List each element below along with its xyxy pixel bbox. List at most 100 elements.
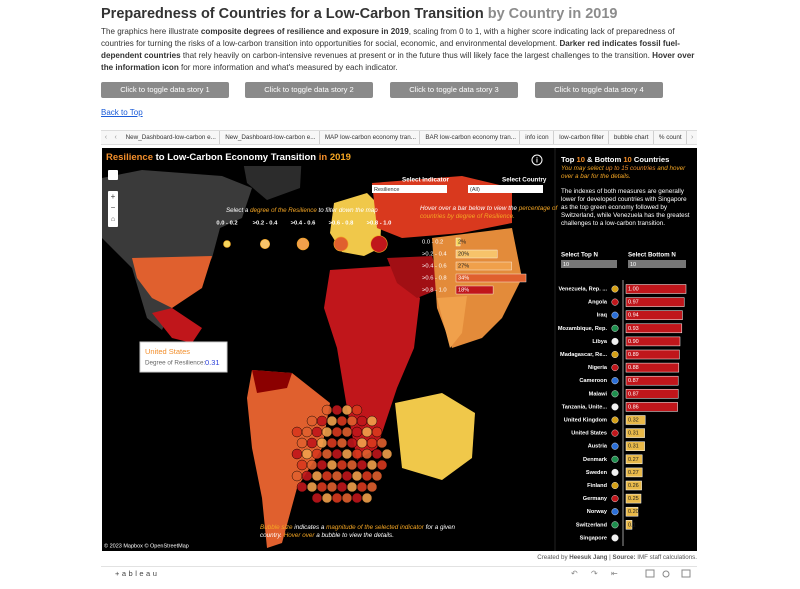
- zoom-home[interactable]: ⌂: [111, 216, 115, 223]
- bubble: [381, 448, 393, 460]
- ranking-bar[interactable]: [625, 402, 678, 412]
- ranking-bar[interactable]: [625, 310, 683, 320]
- ranking-bar[interactable]: [625, 362, 680, 373]
- tab[interactable]: bubble chart: [609, 131, 654, 144]
- ranking-bar[interactable]: [625, 506, 639, 517]
- legend-circle[interactable]: [333, 236, 349, 252]
- story-button[interactable]: Click to toggle data story 3: [390, 82, 518, 98]
- description-segment: , scaling from 0 to 1, with a higher sco…: [101, 27, 675, 48]
- tab-prev[interactable]: ‹: [104, 134, 108, 141]
- ranking-bar[interactable]: [625, 415, 646, 425]
- ranking-bar[interactable]: [625, 336, 681, 347]
- tab[interactable]: % count: [654, 131, 688, 144]
- story-button[interactable]: Click to toggle data story 2: [245, 82, 373, 98]
- bubble: [296, 459, 308, 471]
- tab[interactable]: MAP low-carbon economy tran...: [320, 131, 421, 144]
- dropdown[interactable]: [628, 260, 686, 268]
- page-title: Preparedness of Countries for a Low-Carb…: [101, 6, 617, 22]
- bubble: [326, 415, 338, 427]
- tab[interactable]: New_Dashboard-low-carbon e...: [121, 131, 221, 144]
- ranking-bar[interactable]: [625, 389, 679, 399]
- ranking-bar[interactable]: [625, 349, 680, 360]
- bubble: [356, 437, 368, 449]
- land-middle-east: [387, 256, 442, 298]
- legend-circle[interactable]: [296, 237, 310, 251]
- dropdown[interactable]: [561, 260, 617, 268]
- ranking-bar[interactable]: [625, 493, 642, 504]
- story-button[interactable]: Click to toggle data story 1: [101, 82, 229, 98]
- histogram-bar[interactable]: [455, 285, 494, 295]
- credit-segment: |: [607, 554, 613, 561]
- bubble: [321, 492, 333, 504]
- histogram-bar[interactable]: [455, 249, 498, 259]
- bar-value: 0.27: [628, 470, 639, 476]
- tab[interactable]: New_Dashboard-low-carbon e...: [220, 131, 320, 144]
- share[interactable]: [662, 570, 670, 578]
- tooltip-value: 0.31: [205, 358, 220, 367]
- histogram-bar[interactable]: [455, 261, 512, 271]
- histogram-bar[interactable]: [455, 273, 527, 283]
- dropdown[interactable]: [468, 185, 543, 193]
- ranking-bar[interactable]: [625, 375, 679, 386]
- bubble: [291, 426, 303, 438]
- legend-label: >0.4 - 0.6: [291, 221, 316, 227]
- histogram-bar[interactable]: [455, 237, 461, 247]
- bubble: [296, 481, 308, 493]
- dashboard: + − ⌂ Resilience to Low-Carbon Economy T…: [102, 148, 697, 551]
- flag: [611, 482, 619, 490]
- ranking-bar[interactable]: [625, 284, 687, 294]
- tab[interactable]: BAR low-carbon economy tran...: [420, 131, 521, 144]
- bubble: [376, 459, 388, 471]
- zoom-in[interactable]: +: [111, 192, 116, 201]
- country-label: United Kingdom: [564, 417, 607, 423]
- ranking-bar[interactable]: [625, 480, 642, 491]
- legend-circle[interactable]: [223, 240, 231, 248]
- text-segment: up to 15 countries: [605, 165, 656, 172]
- bubble: [311, 448, 323, 460]
- text-segment: to filter down the map: [317, 207, 378, 214]
- zoom-buttons[interactable]: [108, 191, 118, 227]
- ranking-bar[interactable]: [625, 454, 643, 465]
- histogram-note: Hover over a bar below to view the perce…: [420, 205, 557, 220]
- redo[interactable]: ↷: [591, 569, 598, 578]
- ranking-bar[interactable]: [625, 467, 643, 478]
- dropdown[interactable]: [372, 185, 447, 193]
- ranking-bar[interactable]: [625, 428, 645, 438]
- land-north-america: [102, 170, 252, 330]
- text-segment: in: [319, 152, 328, 163]
- ranking-bar[interactable]: [625, 520, 633, 530]
- bubble: [351, 426, 363, 438]
- country-label: Venezuela, Rep. ...: [559, 286, 608, 292]
- bubble: [301, 426, 313, 438]
- download[interactable]: [645, 569, 655, 578]
- bar-value: 0.90: [628, 339, 639, 345]
- undo[interactable]: ↶: [571, 569, 578, 578]
- info-icon[interactable]: i: [531, 154, 543, 166]
- story-button[interactable]: Click to toggle data story 4: [535, 82, 663, 98]
- country-label: Cameroon: [579, 378, 607, 384]
- zoom-out[interactable]: −: [111, 203, 116, 212]
- tab[interactable]: low-carbon filter: [554, 131, 609, 144]
- tab-prev2[interactable]: ‹: [114, 134, 117, 141]
- tab-next[interactable]: ›: [690, 134, 694, 141]
- search-button[interactable]: [108, 170, 118, 180]
- ranking-bar[interactable]: [625, 441, 645, 451]
- tab-bar: ‹ ‹ New_Dashboard-low-carbon e... New_Das…: [101, 130, 697, 145]
- legend-circle[interactable]: [370, 235, 388, 253]
- ranking-bar[interactable]: [625, 323, 683, 334]
- back-link[interactable]: Back to Top: [101, 108, 143, 117]
- legend-title: Select a degree of the Resilience to fil…: [226, 207, 378, 214]
- bubble: [331, 470, 343, 482]
- country-label: Nigeria: [588, 365, 608, 371]
- revert[interactable]: ⇤: [611, 569, 618, 578]
- bubble: [306, 415, 318, 427]
- legend-circle[interactable]: [260, 239, 271, 250]
- fullscreen[interactable]: [681, 569, 691, 578]
- ranking-bar[interactable]: [625, 297, 685, 307]
- bar-value: 0.20: [628, 509, 639, 515]
- toolbar-icons: ↶ ↷ ⇤: [571, 569, 691, 578]
- bubble: [341, 470, 353, 482]
- flag: [611, 285, 619, 293]
- tab[interactable]: info icon: [520, 131, 555, 144]
- flag: [611, 521, 619, 529]
